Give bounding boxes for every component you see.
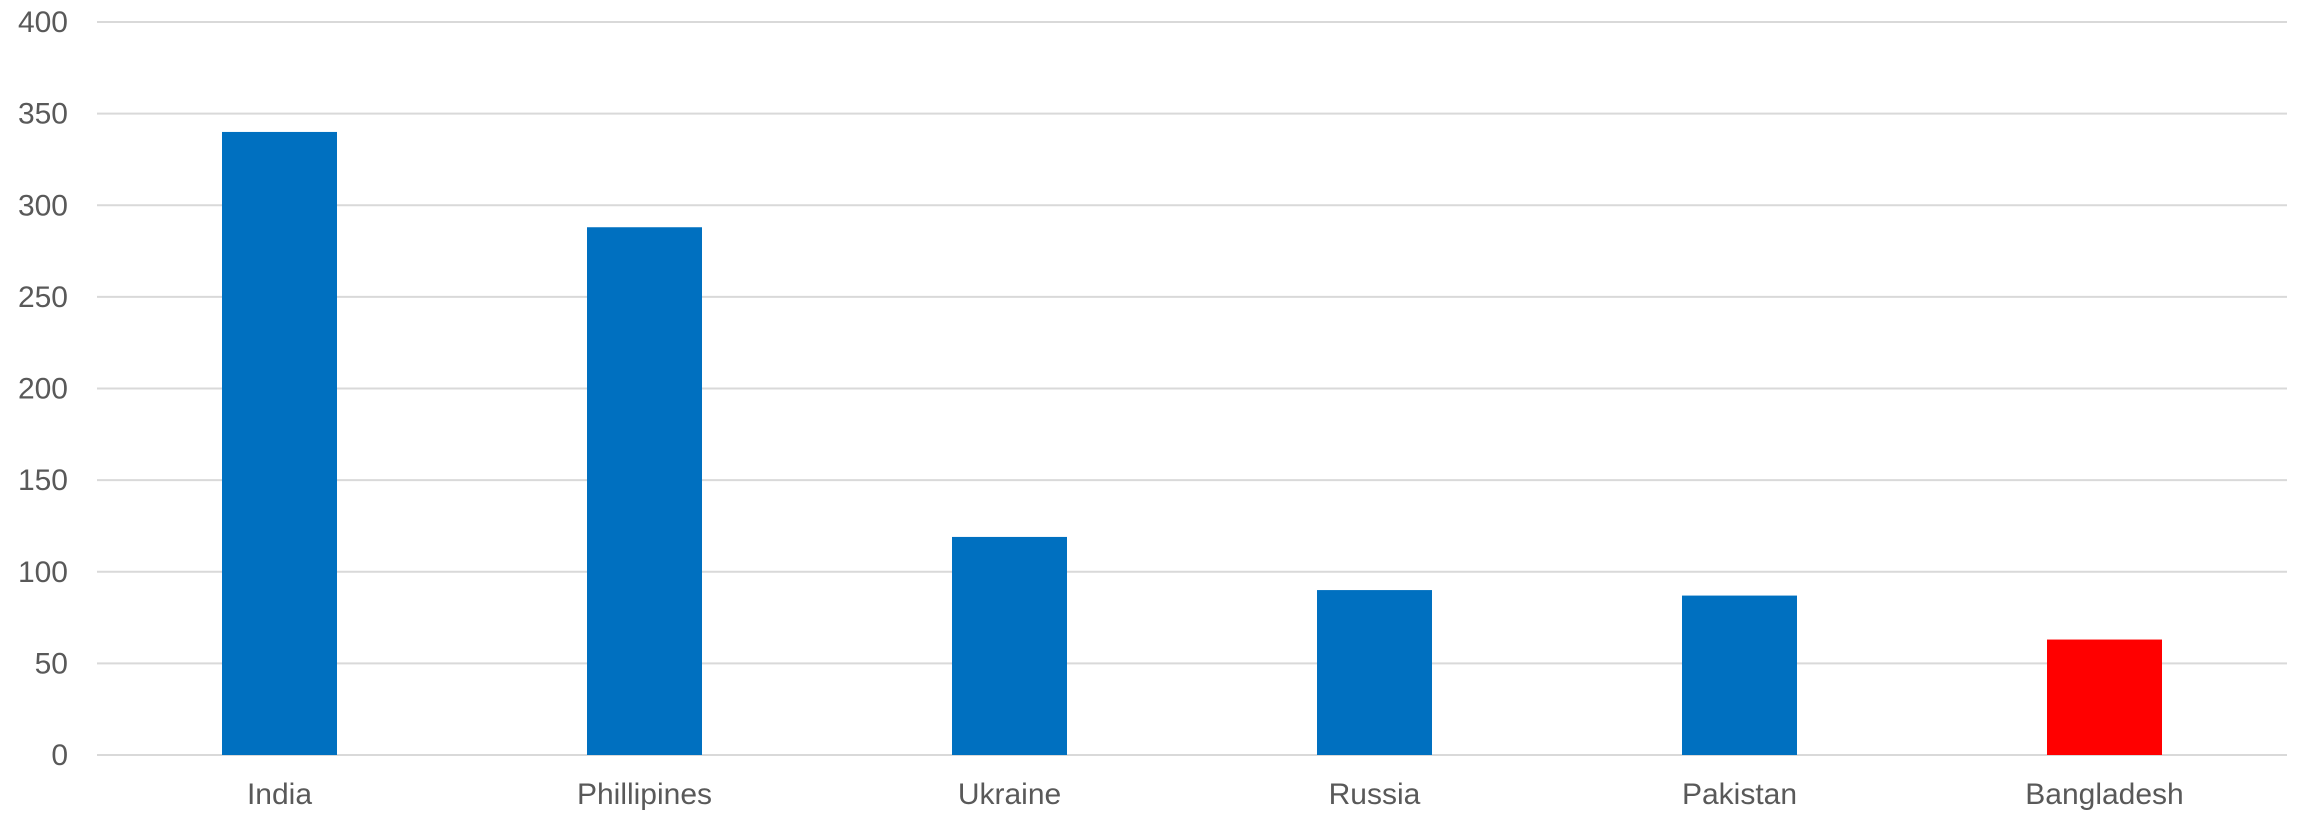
- y-tick-label: 200: [18, 373, 68, 406]
- x-category-label: Phillipines: [577, 778, 712, 811]
- x-category-label: Russia: [1329, 778, 1421, 811]
- y-tick-label: 300: [18, 189, 68, 222]
- gridlines: [97, 21, 2287, 756]
- bar-pakistan: [1682, 595, 1797, 755]
- y-tick-label: 350: [18, 98, 68, 131]
- bar-phillipines: [587, 227, 702, 756]
- x-category-label: India: [247, 778, 312, 811]
- x-category-label: Pakistan: [1682, 778, 1797, 811]
- bars: [222, 131, 2162, 756]
- y-tick-label: 150: [18, 464, 68, 497]
- y-tick-label: 50: [35, 647, 68, 680]
- y-tick-label: 250: [18, 281, 68, 314]
- x-category-label: Bangladesh: [2025, 778, 2183, 811]
- y-tick-label: 400: [18, 6, 68, 39]
- y-axis-tick-labels: 0 50 100 150 200 250 300 350 400: [18, 6, 68, 772]
- x-axis-category-labels: India Phillipines Ukraine Russia Pakistan Ban…: [247, 778, 2184, 811]
- bar-ukraine: [952, 536, 1067, 755]
- bar-india: [222, 131, 337, 755]
- bar-bangladesh: [2047, 639, 2162, 755]
- y-tick-label: 0: [51, 739, 68, 772]
- y-tick-label: 100: [18, 556, 68, 589]
- bar-russia: [1317, 590, 1432, 755]
- x-category-label: Ukraine: [958, 778, 1061, 811]
